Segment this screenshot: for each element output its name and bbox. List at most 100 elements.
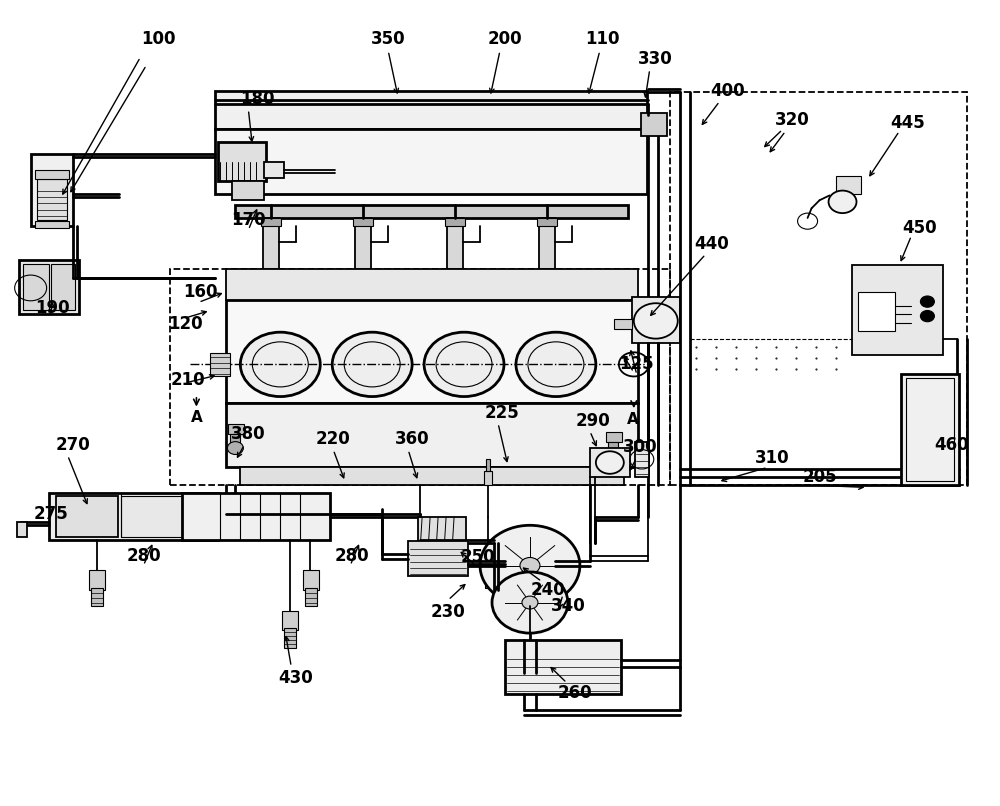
Bar (445, 218, 465, 226)
Text: 450: 450 (902, 218, 937, 237)
Bar (447, 218, 463, 269)
Bar (542, 269, 552, 290)
Bar (614, 319, 632, 329)
Bar (230, 434, 240, 443)
Circle shape (492, 572, 568, 634)
Bar (282, 611, 298, 630)
Bar (901, 374, 959, 485)
Bar (37, 179, 67, 219)
Text: 330: 330 (637, 50, 672, 68)
Text: 280: 280 (335, 547, 370, 565)
Bar (450, 269, 460, 290)
Circle shape (596, 451, 624, 474)
Text: 360: 360 (395, 430, 429, 448)
Bar (89, 571, 105, 590)
Bar (17, 522, 27, 537)
Text: 210: 210 (171, 372, 206, 389)
Bar (182, 493, 330, 540)
Bar (505, 639, 621, 694)
Bar (228, 424, 244, 434)
Bar (641, 114, 667, 136)
Bar (355, 218, 371, 269)
Text: 380: 380 (231, 425, 266, 442)
Bar (264, 162, 284, 177)
Bar (91, 588, 103, 606)
Text: 270: 270 (55, 436, 90, 454)
Text: 110: 110 (586, 31, 620, 48)
Bar (121, 496, 182, 537)
Text: 430: 430 (278, 669, 313, 688)
Text: 460: 460 (934, 436, 969, 454)
Text: A: A (627, 412, 639, 426)
Circle shape (516, 332, 596, 397)
Bar (858, 292, 895, 330)
Bar (23, 264, 49, 310)
Bar (852, 264, 943, 355)
Circle shape (480, 526, 580, 606)
Bar (836, 176, 861, 193)
Bar (51, 264, 75, 310)
Bar (483, 561, 495, 572)
Text: A: A (191, 410, 202, 425)
Bar (486, 459, 490, 471)
Circle shape (522, 596, 538, 609)
Text: 225: 225 (485, 404, 519, 422)
Bar (215, 130, 647, 193)
Circle shape (227, 442, 243, 455)
Text: 125: 125 (619, 355, 654, 373)
Bar (284, 629, 296, 647)
Bar (608, 442, 618, 451)
Bar (170, 269, 670, 485)
Bar (218, 143, 266, 181)
Bar (906, 378, 954, 481)
Bar (266, 269, 276, 290)
Bar (226, 403, 638, 467)
Text: 400: 400 (710, 82, 745, 100)
Bar (349, 130, 385, 156)
Text: 350: 350 (371, 31, 405, 48)
Text: 180: 180 (240, 89, 275, 108)
Text: 120: 120 (168, 315, 203, 333)
Circle shape (634, 303, 678, 339)
Bar (257, 130, 293, 156)
Circle shape (424, 332, 504, 397)
Text: 170: 170 (231, 210, 266, 229)
Bar (606, 432, 622, 442)
Text: 230: 230 (431, 603, 465, 621)
Text: 320: 320 (775, 110, 810, 129)
Bar (590, 448, 630, 477)
Bar (232, 181, 264, 200)
Text: 190: 190 (35, 299, 70, 317)
Bar (226, 300, 638, 403)
Bar (226, 269, 638, 300)
Text: 260: 260 (558, 683, 592, 702)
Text: 220: 220 (316, 430, 351, 448)
Text: 340: 340 (551, 596, 585, 615)
Bar (418, 517, 466, 550)
Text: 310: 310 (755, 449, 790, 467)
Text: 275: 275 (33, 505, 68, 523)
Text: 445: 445 (890, 114, 925, 132)
Bar (35, 169, 69, 179)
Text: 100: 100 (141, 31, 176, 48)
Bar (19, 260, 79, 314)
Bar (533, 130, 569, 156)
Text: 205: 205 (802, 468, 837, 486)
Text: 250: 250 (461, 549, 495, 567)
Bar (240, 467, 624, 485)
Bar (485, 571, 495, 588)
Bar (56, 496, 118, 537)
Bar (670, 93, 967, 485)
Bar (263, 218, 279, 269)
Bar (353, 218, 373, 226)
Bar (537, 218, 557, 226)
Circle shape (920, 310, 934, 322)
Bar (215, 91, 647, 130)
Bar (49, 493, 218, 540)
Bar (632, 297, 680, 343)
Bar (635, 442, 649, 477)
Bar (210, 353, 230, 376)
Bar (31, 154, 73, 226)
Circle shape (240, 332, 320, 397)
Bar (408, 541, 468, 576)
